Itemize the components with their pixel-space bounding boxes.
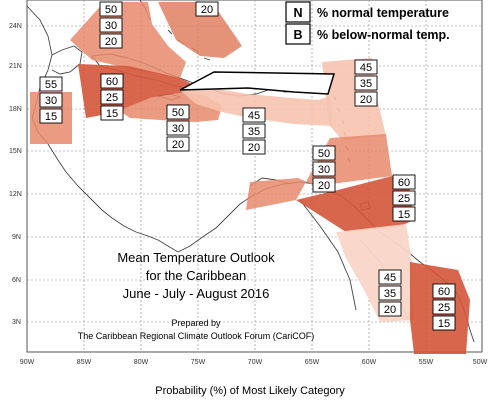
region-hispaniola-south: [180, 88, 332, 126]
prob-value: 50: [318, 148, 330, 160]
prob-value: 35: [360, 78, 372, 90]
legend-symbol-box: [285, 1, 311, 23]
prob-value: 30: [318, 164, 330, 176]
prob-box-cuba-east: 20: [195, 1, 219, 17]
lon-label: 75W: [191, 359, 206, 366]
probability-caption: Probability (%) of Most Likely Category: [155, 385, 345, 397]
prob-value: 30: [105, 20, 117, 32]
prob-value: 35: [248, 126, 260, 138]
region-lesser-antilles-south: [296, 176, 414, 232]
legend-symbol: B: [293, 28, 302, 42]
prob-value: 15: [438, 318, 450, 330]
lat-label: 12N: [9, 191, 22, 198]
legend-symbol-box: [285, 23, 311, 45]
prob-value: 20: [384, 304, 396, 316]
prob-box-lesser-antilles-central: 50 30 20: [312, 145, 336, 193]
prob-boxes: 50 30 20 20 55 30 15 60 25 15: [39, 1, 456, 331]
title-line-1: Mean Temperature Outlook: [117, 250, 275, 265]
prob-value: 15: [45, 111, 57, 123]
lat-label: 9N: [12, 234, 21, 241]
lon-label: 60W: [362, 359, 377, 366]
prob-value: 20: [105, 36, 117, 48]
prob-value: 55: [45, 79, 57, 91]
legend: N % normal temperature B % below-normal …: [285, 1, 450, 45]
credit-line-1: Prepared by: [171, 318, 221, 328]
title-line-3: June - July - August 2016: [123, 286, 270, 301]
prob-value: 20: [201, 4, 213, 16]
lat-label: 6N: [12, 277, 21, 284]
prob-box-hispaniola-south: 45 35 20: [242, 107, 266, 155]
prob-value: 60: [106, 76, 118, 88]
prob-box-jamaica-south: 50 30 20: [166, 104, 190, 152]
lat-label: 15N: [9, 148, 22, 155]
prob-box-cayman-jamaica: 60 25 15: [100, 73, 124, 121]
lon-label: 90W: [20, 359, 35, 366]
prob-value: 20: [360, 94, 372, 106]
legend-text: % below-normal temp.: [317, 28, 450, 42]
white-outlined-area: [179, 71, 336, 95]
prob-box-belize: 55 30 15: [39, 76, 63, 124]
prob-box-lesser-antilles-north: 45 35 20: [354, 59, 378, 107]
lon-label: 65W: [305, 359, 320, 366]
prob-box-suriname: 60 25 15: [432, 283, 456, 331]
lon-label: 55W: [419, 359, 434, 366]
region-cuba-east: [158, 2, 242, 58]
prob-value: 30: [172, 123, 184, 135]
credit: Prepared by The Caribbean Regional Clima…: [78, 318, 315, 341]
prob-value: 45: [384, 272, 396, 284]
longitude-labels: 90W 85W 80W 75W 70W 65W 60W 55W 50W: [20, 359, 488, 366]
region-bahamas-north: [70, 2, 186, 78]
lat-label: 24N: [9, 23, 22, 30]
prob-value: 45: [360, 62, 372, 74]
prob-value: 25: [106, 92, 118, 104]
prob-value: 20: [318, 180, 330, 192]
lat-label: 18N: [9, 106, 22, 113]
legend-symbol: N: [293, 6, 302, 20]
prob-value: 30: [45, 95, 57, 107]
title-line-2: for the Caribbean: [146, 268, 246, 283]
prob-value: 50: [172, 107, 184, 119]
lon-label: 85W: [77, 359, 92, 366]
prob-value: 25: [438, 302, 450, 314]
prob-value: 15: [398, 209, 410, 221]
prob-value: 20: [172, 139, 184, 151]
prob-value: 50: [105, 4, 117, 16]
lon-label: 70W: [248, 359, 263, 366]
lon-label: 80W: [134, 359, 149, 366]
prob-box-lesser-antilles-south: 60 25 15: [392, 174, 416, 222]
credit-line-2: The Caribbean Regional Climate Outlook F…: [78, 331, 315, 341]
prob-value: 60: [438, 286, 450, 298]
prob-box-guyana: 45 35 20: [378, 269, 402, 317]
prob-value: 20: [248, 142, 260, 154]
lon-label: 50W: [473, 359, 488, 366]
legend-text: % normal temperature: [317, 6, 449, 20]
prob-value: 60: [398, 177, 410, 189]
prob-value: 15: [106, 108, 118, 120]
prob-value: 35: [384, 288, 396, 300]
prob-value: 45: [248, 110, 260, 122]
lat-label: 3N: [12, 319, 21, 326]
prob-box-bahamas-north: 50 30 20: [99, 1, 123, 49]
lat-label: 21N: [9, 63, 22, 70]
map-title: Mean Temperature Outlook for the Caribbe…: [117, 250, 275, 301]
prob-value: 25: [398, 193, 410, 205]
latitude-labels: 24N 21N 18N 15N 12N 9N 6N 3N: [9, 23, 22, 326]
